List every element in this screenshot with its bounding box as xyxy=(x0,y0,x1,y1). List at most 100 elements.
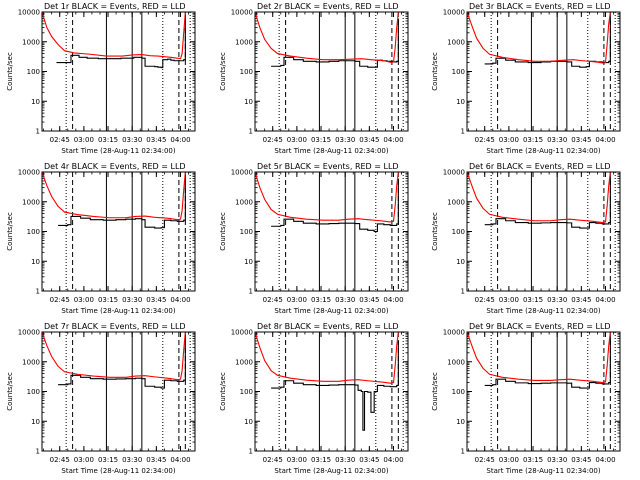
chart-title: Det 2r BLACK = Events, RED = LLD xyxy=(257,2,399,11)
plot-frame xyxy=(254,11,409,132)
x-tick-label: 03:15 xyxy=(98,136,118,144)
y-axis-label: Counts/sec xyxy=(431,212,439,251)
x-axis-label: Start Time (28-Aug-11 02:34:00) xyxy=(61,147,175,155)
chart-title: Det 7r BLACK = Events, RED = LLD xyxy=(44,322,186,331)
x-tick-label: 04:00 xyxy=(383,456,403,464)
lld-series-line xyxy=(255,332,399,384)
events-series-line xyxy=(271,340,399,431)
y-tick-label: 10000 xyxy=(18,329,40,337)
y-tick-label: 10 xyxy=(31,258,40,266)
y-tick-label: 10000 xyxy=(18,9,40,17)
x-tick-label: 04:00 xyxy=(595,136,615,144)
chart-title: Det 8r BLACK = Events, RED = LLD xyxy=(257,322,399,331)
x-tick-label: 03:00 xyxy=(74,456,94,464)
x-tick-label: 03:15 xyxy=(523,136,543,144)
y-tick-label: 100 xyxy=(452,388,465,396)
plot-frame xyxy=(466,11,621,132)
x-tick-label: 03:00 xyxy=(287,456,307,464)
y-tick-label: 1000 xyxy=(447,198,465,206)
x-tick-label: 03:45 xyxy=(571,456,591,464)
x-tick-label: 03:30 xyxy=(122,456,142,464)
y-tick-label: 10 xyxy=(31,418,40,426)
y-tick-label: 100 xyxy=(240,228,253,236)
chart-title: Det 9r BLACK = Events, RED = LLD xyxy=(469,322,611,331)
x-tick-label: 03:45 xyxy=(146,456,166,464)
y-tick-label: 1 xyxy=(249,128,253,136)
x-tick-label: 03:30 xyxy=(335,296,355,304)
chart-panel-3: Det 3r BLACK = Events, RED = LLD Counts/s… xyxy=(431,2,621,155)
x-axis-label: Start Time (28-Aug-11 02:34:00) xyxy=(274,467,388,475)
y-tick-label: 1000 xyxy=(235,358,253,366)
y-tick-label: 10 xyxy=(244,98,253,106)
plot-frame xyxy=(466,331,621,452)
x-tick-label: 03:30 xyxy=(547,456,567,464)
x-axis-label: Start Time (28-Aug-11 02:34:00) xyxy=(61,307,175,315)
y-tick-label: 1000 xyxy=(447,38,465,46)
y-tick-label: 100 xyxy=(27,228,40,236)
x-tick-label: 03:00 xyxy=(287,296,307,304)
y-axis-label: Counts/sec xyxy=(219,52,227,91)
y-tick-label: 100 xyxy=(240,388,253,396)
chart-title: Det 5r BLACK = Events, RED = LLD xyxy=(257,162,399,171)
y-tick-label: 1000 xyxy=(22,198,40,206)
plot-frame xyxy=(41,11,196,132)
x-tick-label: 03:30 xyxy=(335,136,355,144)
x-tick-label: 03:45 xyxy=(571,136,591,144)
x-tick-label: 03:30 xyxy=(335,456,355,464)
x-tick-label: 03:00 xyxy=(287,136,307,144)
plot-frame xyxy=(41,171,196,292)
y-tick-label: 10000 xyxy=(231,329,253,337)
lld-series-line xyxy=(42,172,186,221)
y-axis-label: Counts/sec xyxy=(6,372,14,411)
y-tick-label: 10000 xyxy=(231,9,253,17)
chart-panel-7: Det 7r BLACK = Events, RED = LLD Counts/s… xyxy=(6,322,196,475)
x-tick-label: 02:45 xyxy=(475,296,495,304)
y-tick-label: 10000 xyxy=(443,9,465,17)
x-tick-label: 03:45 xyxy=(146,296,166,304)
events-series-line xyxy=(58,334,186,389)
y-tick-label: 1 xyxy=(36,288,40,296)
x-tick-label: 03:00 xyxy=(74,296,94,304)
y-tick-label: 1 xyxy=(36,128,40,136)
plot-frame xyxy=(254,331,409,452)
chart-panel-6: Det 6r BLACK = Events, RED = LLD Counts/s… xyxy=(431,162,621,315)
y-tick-label: 10000 xyxy=(231,169,253,177)
y-tick-label: 1000 xyxy=(447,358,465,366)
x-tick-label: 04:00 xyxy=(383,296,403,304)
y-tick-label: 1 xyxy=(249,288,253,296)
x-tick-label: 03:30 xyxy=(547,136,567,144)
y-tick-label: 1000 xyxy=(235,38,253,46)
y-tick-label: 100 xyxy=(452,68,465,76)
x-tick-label: 02:45 xyxy=(475,136,495,144)
chart-panel-8: Det 8r BLACK = Events, RED = LLD Counts/s… xyxy=(219,322,409,475)
y-tick-label: 10 xyxy=(244,258,253,266)
x-tick-label: 04:00 xyxy=(170,296,190,304)
chart-panel-4: Det 4r BLACK = Events, RED = LLD Counts/s… xyxy=(6,162,196,315)
chart-panel-2: Det 2r BLACK = Events, RED = LLD Counts/s… xyxy=(219,2,409,155)
lld-series-line xyxy=(467,12,611,64)
x-axis-label: Start Time (28-Aug-11 02:34:00) xyxy=(486,307,600,315)
x-tick-label: 04:00 xyxy=(383,136,403,144)
y-axis-label: Counts/sec xyxy=(6,212,14,251)
x-tick-label: 03:15 xyxy=(98,456,118,464)
y-tick-label: 1 xyxy=(461,448,465,456)
y-tick-label: 10000 xyxy=(443,169,465,177)
y-tick-label: 10 xyxy=(456,98,465,106)
chart-panel-9: Det 9r BLACK = Events, RED = LLD Counts/s… xyxy=(431,322,621,475)
chart-title: Det 3r BLACK = Events, RED = LLD xyxy=(469,2,611,11)
y-axis-label: Counts/sec xyxy=(431,52,439,91)
x-tick-label: 03:15 xyxy=(311,136,331,144)
plot-frame xyxy=(466,171,621,292)
events-series-line xyxy=(484,16,611,68)
y-tick-label: 1000 xyxy=(235,198,253,206)
x-tick-label: 03:00 xyxy=(499,136,519,144)
events-series-line xyxy=(484,336,611,389)
x-tick-label: 03:15 xyxy=(523,296,543,304)
x-tick-label: 02:45 xyxy=(50,296,70,304)
chart-title: Det 4r BLACK = Events, RED = LLD xyxy=(44,162,186,171)
y-axis-label: Counts/sec xyxy=(219,372,227,411)
x-tick-label: 03:00 xyxy=(499,456,519,464)
x-tick-label: 02:45 xyxy=(263,456,283,464)
chart-title: Det 1r BLACK = Events, RED = LLD xyxy=(44,2,186,11)
lld-series-line xyxy=(467,172,611,224)
